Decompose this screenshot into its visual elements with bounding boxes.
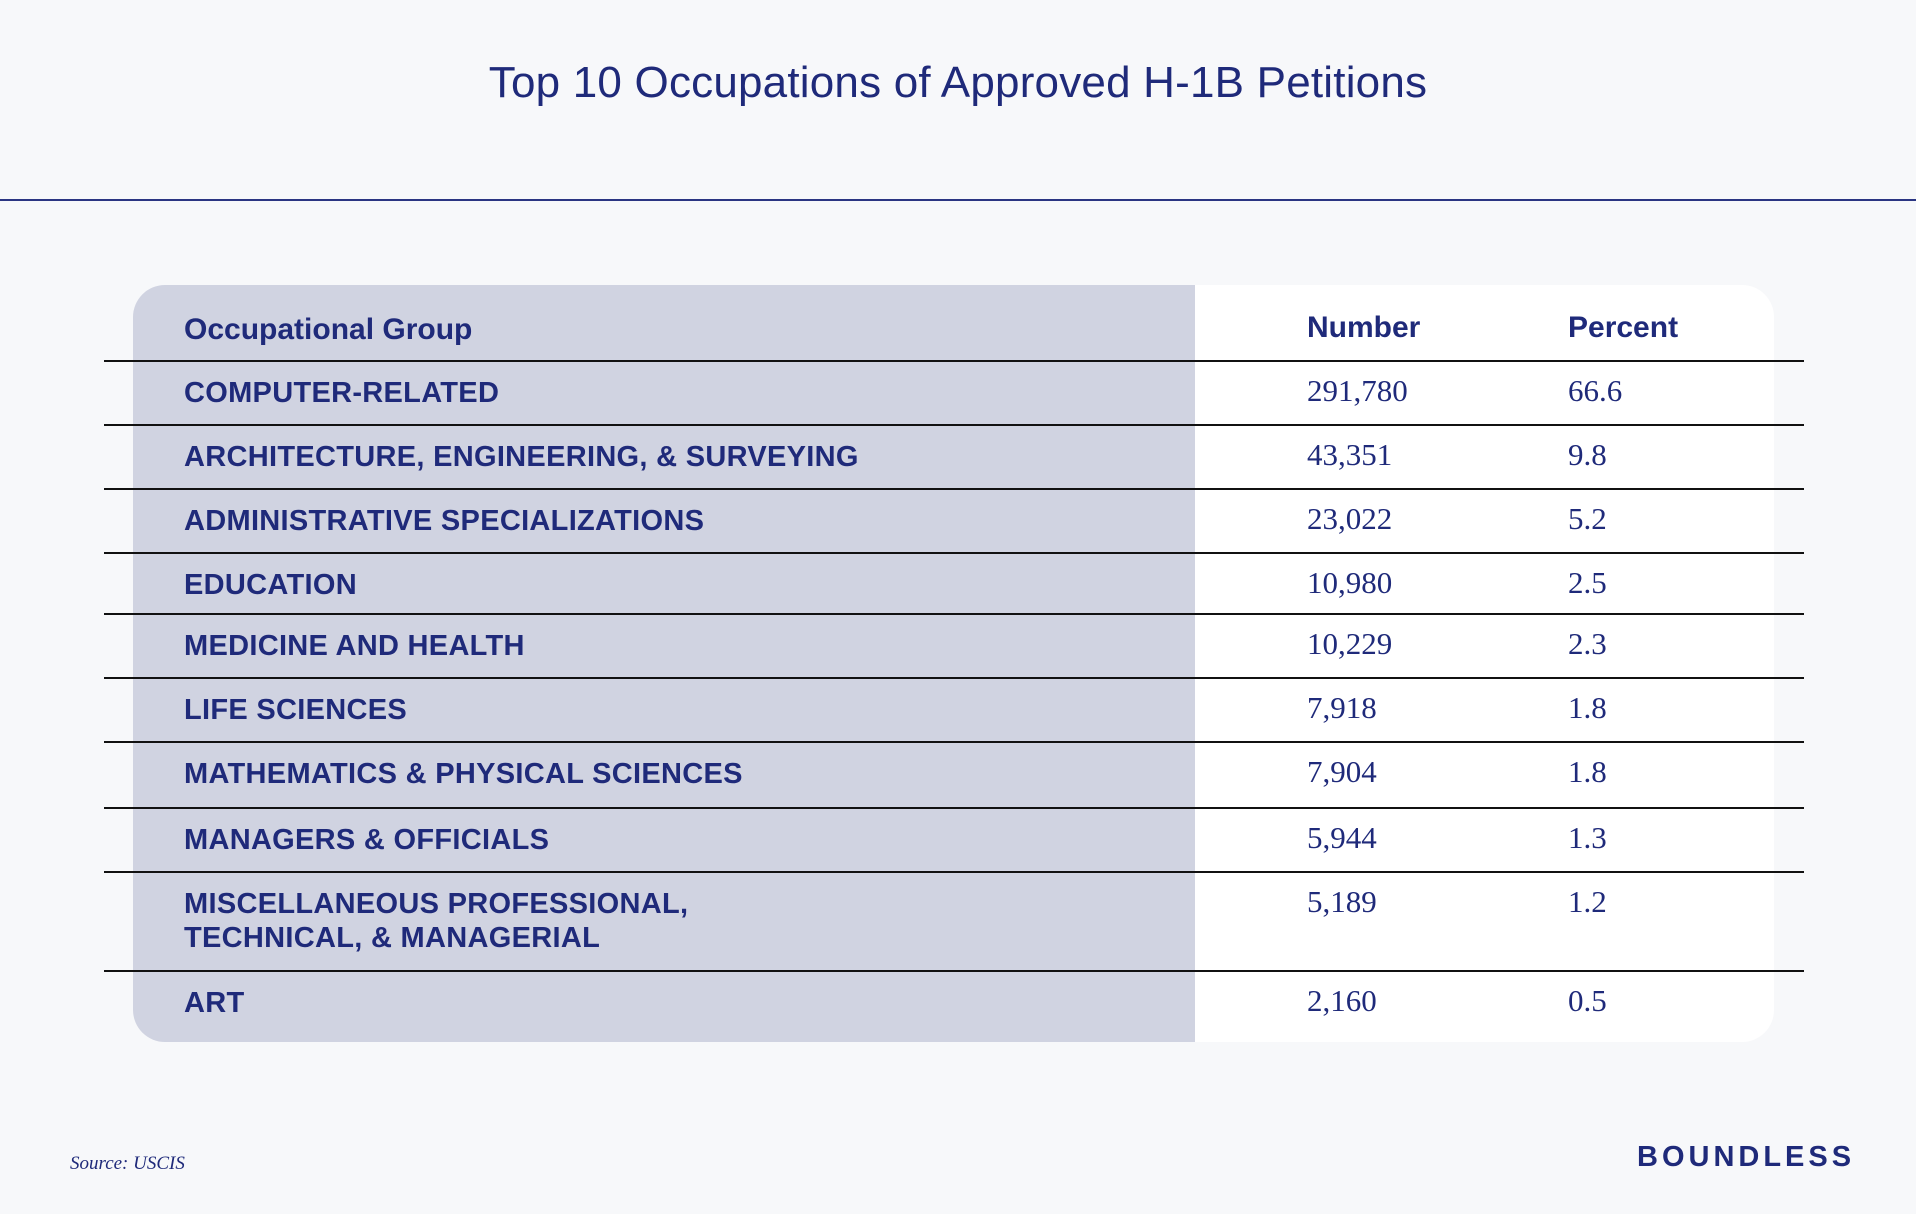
number-cell: 5,944 [1307,820,1377,855]
occupation-group-cell: COMPUTER-RELATED [184,377,500,409]
title-divider [0,199,1916,201]
number-cell: 43,351 [1307,437,1393,472]
row-divider [104,970,1804,972]
row-divider [104,424,1804,426]
percent-cell: 9.8 [1568,437,1607,472]
table-row: COMPUTER-RELATED 291,780 66.6 [104,362,1804,426]
occupation-group-cell: MANAGERS & OFFICIALS [184,824,550,856]
number-cell: 291,780 [1307,373,1408,408]
row-divider [104,613,1804,615]
table-row: MATHEMATICS & PHYSICAL SCIENCES 7,904 1.8 [104,743,1804,809]
table-row: LIFE SCIENCES 7,918 1.8 [104,679,1804,743]
row-divider [104,677,1804,679]
number-cell: 10,980 [1307,565,1393,600]
number-cell: 10,229 [1307,626,1393,661]
number-cell: 7,904 [1307,754,1377,789]
row-divider [104,871,1804,873]
column-header-percent: Percent [1568,311,1679,344]
table-row: ARCHITECTURE, ENGINEERING, & SURVEYING 43… [104,426,1804,490]
percent-cell: 1.8 [1568,690,1607,725]
occupation-group-cell: ARCHITECTURE, ENGINEERING, & SURVEYING [184,441,859,473]
table-row: EDUCATION 10,980 2.5 [104,554,1804,615]
number-cell: 7,918 [1307,690,1377,725]
percent-cell: 66.6 [1568,373,1623,408]
occupations-table: Occupational Group Number Percent COMPUT… [104,285,1804,1042]
percent-cell: 5.2 [1568,501,1607,536]
number-cell: 5,189 [1307,884,1377,919]
occupation-group-cell: ADMINISTRATIVE SPECIALIZATIONS [184,505,705,537]
source-note: Source: USCIS [70,1153,185,1174]
table-row: MANAGERS & OFFICIALS 5,944 1.3 [104,809,1804,873]
percent-cell: 1.3 [1568,820,1607,855]
occupation-group-cell: MISCELLANEOUS PROFESSIONAL, TECHNICAL, &… [184,888,689,954]
occupation-group-cell: ART [184,987,245,1019]
percent-cell: 2.3 [1568,626,1607,661]
page-title: Top 10 Occupations of Approved H-1B Peti… [488,58,1428,107]
number-cell: 2,160 [1307,983,1377,1018]
column-header-group: Occupational Group [184,313,473,346]
row-divider [104,360,1804,362]
brand-logo: BOUNDLESS [1637,1141,1856,1173]
table-row: MEDICINE AND HEALTH 10,229 2.3 [104,615,1804,679]
percent-cell: 2.5 [1568,565,1607,600]
table-card [133,285,1774,1042]
table-header-row: Occupational Group Number Percent [104,285,1804,362]
occupation-group-cell: MATHEMATICS & PHYSICAL SCIENCES [184,758,743,790]
percent-cell: 1.2 [1568,884,1607,919]
row-divider [104,488,1804,490]
row-divider [104,741,1804,743]
table-row: ART 2,160 0.5 [104,972,1804,1042]
table-row: MISCELLANEOUS PROFESSIONAL, TECHNICAL, &… [104,873,1804,972]
label-column-background [133,285,1195,1042]
column-header-number: Number [1307,311,1421,344]
percent-cell: 0.5 [1568,983,1607,1018]
occupation-group-cell: LIFE SCIENCES [184,694,408,726]
table-row: ADMINISTRATIVE SPECIALIZATIONS 23,022 5.2 [104,490,1804,554]
occupation-group-cell: MEDICINE AND HEALTH [184,630,525,662]
occupation-group-cell: EDUCATION [184,569,357,601]
row-divider [104,552,1804,554]
number-cell: 23,022 [1307,501,1393,536]
row-divider [104,807,1804,809]
percent-cell: 1.8 [1568,754,1607,789]
